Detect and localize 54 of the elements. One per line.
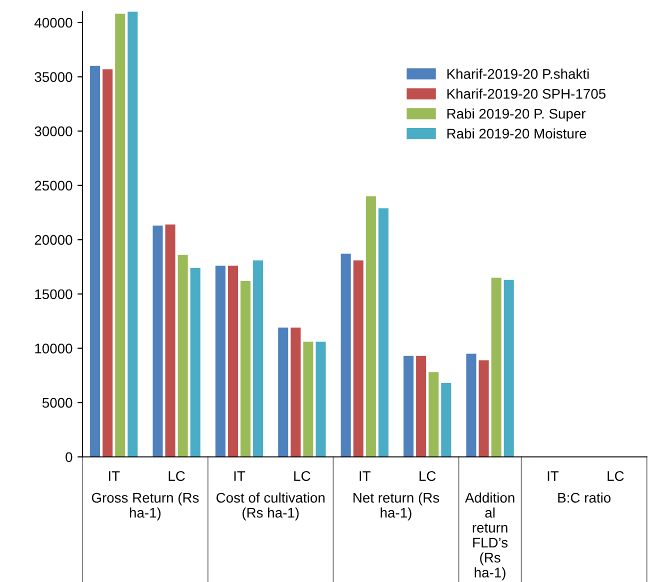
- bar: [404, 356, 414, 457]
- bar: [416, 356, 426, 457]
- bar: [102, 69, 113, 457]
- bar: [90, 66, 100, 457]
- y-tick-label: 15000: [35, 289, 72, 300]
- bar: [228, 266, 238, 457]
- x-tick-label: LC: [608, 471, 624, 481]
- bar: [115, 14, 126, 457]
- bar: [128, 12, 138, 457]
- bar: [290, 328, 301, 457]
- y-tick-label: 0: [66, 452, 72, 462]
- y-tick-label: 20000: [34, 235, 72, 245]
- bar: [428, 372, 439, 457]
- text: Cost of cultivation (Rs ha-1): [216, 492, 325, 520]
- x-tick-label: LC: [420, 471, 436, 481]
- bar: [504, 280, 514, 457]
- legend-label: Kharif-2019-20 P.shakti: [447, 68, 589, 79]
- bar: [466, 354, 476, 457]
- bar: [152, 226, 163, 457]
- bar: [165, 224, 176, 457]
- x-tick-label: LC: [294, 471, 310, 481]
- y-tick-label: 5000: [42, 398, 72, 408]
- x-tick-label: IT: [234, 471, 246, 481]
- legend-label: Kharif-2019-20 SPH-1705: [447, 88, 606, 99]
- bar: [366, 196, 376, 457]
- bar: [190, 268, 200, 457]
- x-tick-label: IT: [108, 471, 120, 481]
- bar: [353, 260, 364, 457]
- x-tick-label: IT: [548, 471, 559, 481]
- bar: [491, 278, 502, 457]
- legend-label: Rabi 2019-20 Moisture: [447, 128, 586, 139]
- legend-label: Rabi 2019-20 P. Super: [447, 108, 586, 122]
- y-tick-label: 40000: [34, 18, 72, 28]
- bar: [340, 254, 351, 457]
- text: Net return (Rs ha-1): [354, 492, 440, 520]
- bar: [316, 342, 326, 457]
- bar: [253, 260, 264, 457]
- x-tick-label: LC: [168, 471, 185, 481]
- text: Additional return FLD’s (Rs ha-1): [464, 492, 514, 580]
- bar: [240, 280, 251, 457]
- bar: [478, 360, 489, 457]
- x-tick-label: IT: [360, 471, 371, 481]
- bar: [303, 342, 314, 457]
- bar: [441, 383, 452, 457]
- y-tick-label: 10000: [35, 344, 72, 354]
- y-tick-label: 25000: [34, 180, 72, 191]
- text: B:C ratio: [558, 492, 611, 503]
- y-tick-label: 30000: [34, 126, 72, 136]
- bar: [378, 208, 388, 457]
- bar: [278, 328, 288, 457]
- y-tick-label: 35000: [34, 72, 72, 82]
- bar: [178, 254, 188, 457]
- text: Gross Return (Rs ha-1): [92, 492, 199, 520]
- bar: [215, 266, 226, 457]
